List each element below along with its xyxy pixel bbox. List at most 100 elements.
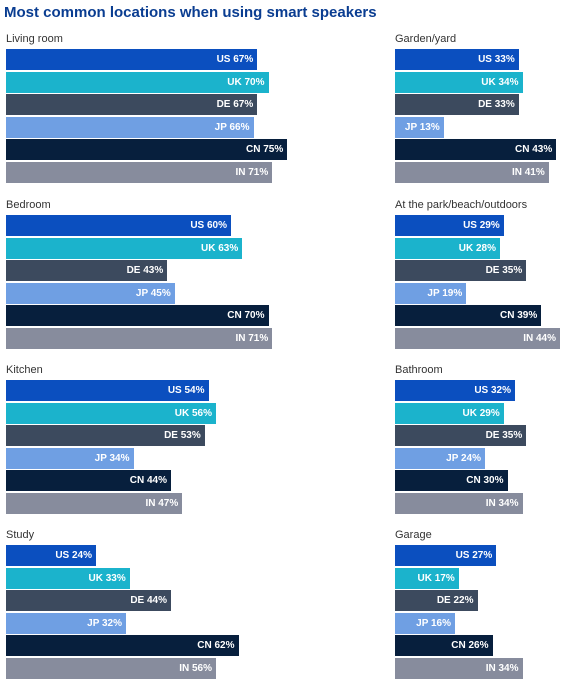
bar-label-jp: JP 19% [427,287,463,299]
bar-label-jp: JP 24% [446,452,481,464]
bar-label-de: DE 43% [126,265,164,276]
bar-us [6,380,209,401]
bar-label-cn: CN 44% [129,475,167,486]
chart-panel-2: Bedroom US 60% UK 63% DE 43% JP 45% CN 70% IN … [6,199,273,359]
bar-cn [6,470,171,491]
bar-cn [395,635,493,656]
chart-panel-7: Garage US 27% UK 17% DE 22% JP 16% CN 26% IN 3… [395,529,564,689]
bar-label-cn: CN 70% [227,310,265,321]
bar-label-cn: CN 75% [246,144,284,155]
bar-cn [395,305,542,326]
bar-label-in: IN 47% [145,497,179,509]
bar-de [6,94,258,115]
chart-panel-0: Living room US 67% UK 70% DE 67% JP 66% CN 75… [6,33,288,193]
bar-label-us: US 54% [167,385,205,396]
bar-us [6,49,258,70]
chart-panel-5: Bathroom US 32% UK 29% DE 35% JP 24% CN 30% IN… [395,364,564,524]
bar-label-cn: CN 26% [451,640,489,651]
bar-label-uk: UK 28% [458,242,496,254]
bar-label-uk: UK 33% [88,572,126,584]
bar-label-us: US 60% [190,220,227,231]
bar-label-uk: UK 70% [227,76,265,88]
bar-de [395,425,527,446]
bar-de [6,425,205,446]
bar-label-in: IN 71% [235,332,269,344]
bar-cn [6,305,269,326]
chart-title: Bedroom [6,199,51,211]
bar-jp [6,282,175,304]
bar-in [6,161,273,183]
chart-title: Living room [6,33,63,45]
bar-label-jp: JP 34% [94,452,130,464]
bar-jp [395,447,485,469]
bar-in [6,327,273,349]
bar-label-us: US 33% [478,54,515,65]
bar-label-in: IN 56% [179,662,212,674]
bar-label-cn: CN 62% [197,640,235,651]
chart-title: Study [6,529,35,541]
bar-de [6,260,168,281]
bar-uk [395,237,500,259]
bar-label-de: DE 35% [485,265,523,276]
bar-us [6,215,231,236]
bar-label-de: DE 33% [478,99,515,110]
bar-us [395,380,515,401]
bar-label-in: IN 41% [511,166,545,178]
bar-label-us: US 29% [463,220,500,231]
bar-label-jp: JP 66% [214,121,250,133]
bar-label-jp: JP 45% [135,287,171,299]
bar-us [395,215,504,236]
bar-cn [6,635,239,656]
bar-label-de: DE 67% [216,99,254,110]
bar-label-de: DE 35% [485,430,523,441]
bar-uk [6,402,216,424]
chart-panel-4: Kitchen US 54% UK 56% DE 53% JP 34% CN 44% IN … [6,364,216,524]
chart-panel-6: Study US 24% UK 33% DE 44% JP 32% CN 62% IN 56… [6,529,239,689]
bar-cn [395,139,557,160]
bar-label-cn: CN 43% [515,144,553,155]
bar-in [395,492,523,514]
bar-jp [6,116,254,138]
bar-label-uk: UK 17% [417,572,455,584]
bar-jp [395,612,455,634]
bar-de [6,590,171,611]
chart-panel-1: Garden/yard US 33% UK 34% DE 33% JP 13% CN 43… [395,33,564,193]
bar-label-uk: UK 34% [481,76,519,88]
bar-label-in: IN 44% [523,332,556,344]
bar-us [6,545,96,566]
bar-in [6,492,183,514]
bar-label-jp: JP 13% [404,121,440,133]
bar-label-uk: UK 63% [201,242,239,254]
bar-jp [6,612,126,634]
bar-uk [6,237,243,259]
bar-jp [6,447,134,469]
bar-in [395,161,549,183]
chart-title: At the park/beach/outdoors [395,199,528,211]
bar-in [395,657,523,679]
bar-label-jp: JP 32% [87,617,122,629]
bar-label-de: DE 22% [436,595,474,606]
bar-in [395,327,560,349]
bar-label-in: IN 71% [235,166,269,178]
bar-uk [395,402,504,424]
bar-uk [6,71,269,93]
bar-de [395,260,527,281]
bar-de [395,590,478,611]
bar-label-uk: UK 29% [462,407,500,419]
bar-label-us: US 24% [55,550,92,561]
page-title: Most common locations when using smart s… [4,4,377,21]
bar-jp [395,116,444,138]
bar-uk [6,567,130,589]
bar-us [395,49,519,70]
bar-label-in: IN 34% [485,497,519,509]
bar-label-jp: JP 16% [416,617,451,629]
bar-jp [395,282,467,304]
bar-de [395,94,519,115]
chart-title: Garage [395,529,432,541]
chart-title: Bathroom [395,364,443,376]
bar-label-in: IN 34% [485,662,519,674]
bar-label-us: US 67% [216,54,254,65]
bar-label-cn: CN 30% [466,475,504,486]
bar-label-us: US 32% [474,385,511,396]
